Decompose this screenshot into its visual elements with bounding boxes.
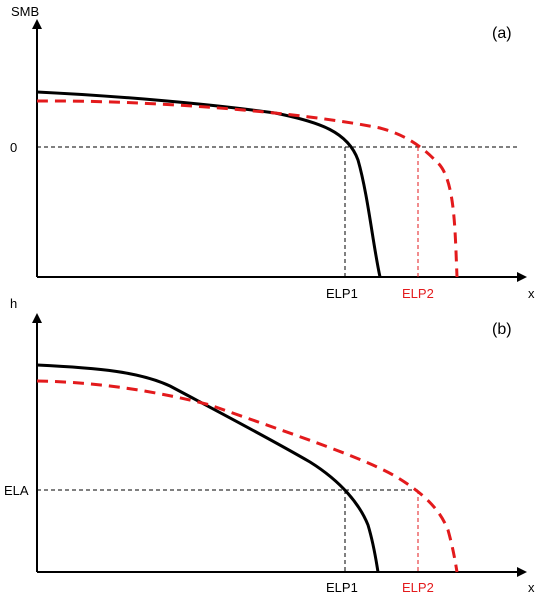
panel-b-x-axis-label: x [528,580,535,595]
panel-a-solid-curve [36,90,382,278]
panel-a-dashed-curve [36,99,459,278]
panel-a-elp2-label: ELP2 [402,286,434,301]
panel-a-zero-label: 0 [10,140,17,155]
panel-b-dashed-curve [36,379,459,573]
panel-a-x-axis-label: x [528,286,535,301]
panel-a-y-axis-label: SMB [11,4,39,19]
panel-b-panel-label: (b) [492,321,512,338]
panel-a: SMB (a) 0 ELP1 ELP2 x [10,4,535,301]
panel-b-ela-label: ELA [4,483,29,498]
panel-b-elp1-label: ELP1 [326,580,358,595]
panel-a-panel-label: (a) [492,25,512,42]
panel-b-y-axis-label: h [10,296,17,311]
panel-b: h (b) ELA ELP1 ELP2 x [4,296,535,595]
panel-b-solid-curve [36,363,380,573]
panel-a-elp1-label: ELP1 [326,286,358,301]
panel-b-elp2-label: ELP2 [402,580,434,595]
